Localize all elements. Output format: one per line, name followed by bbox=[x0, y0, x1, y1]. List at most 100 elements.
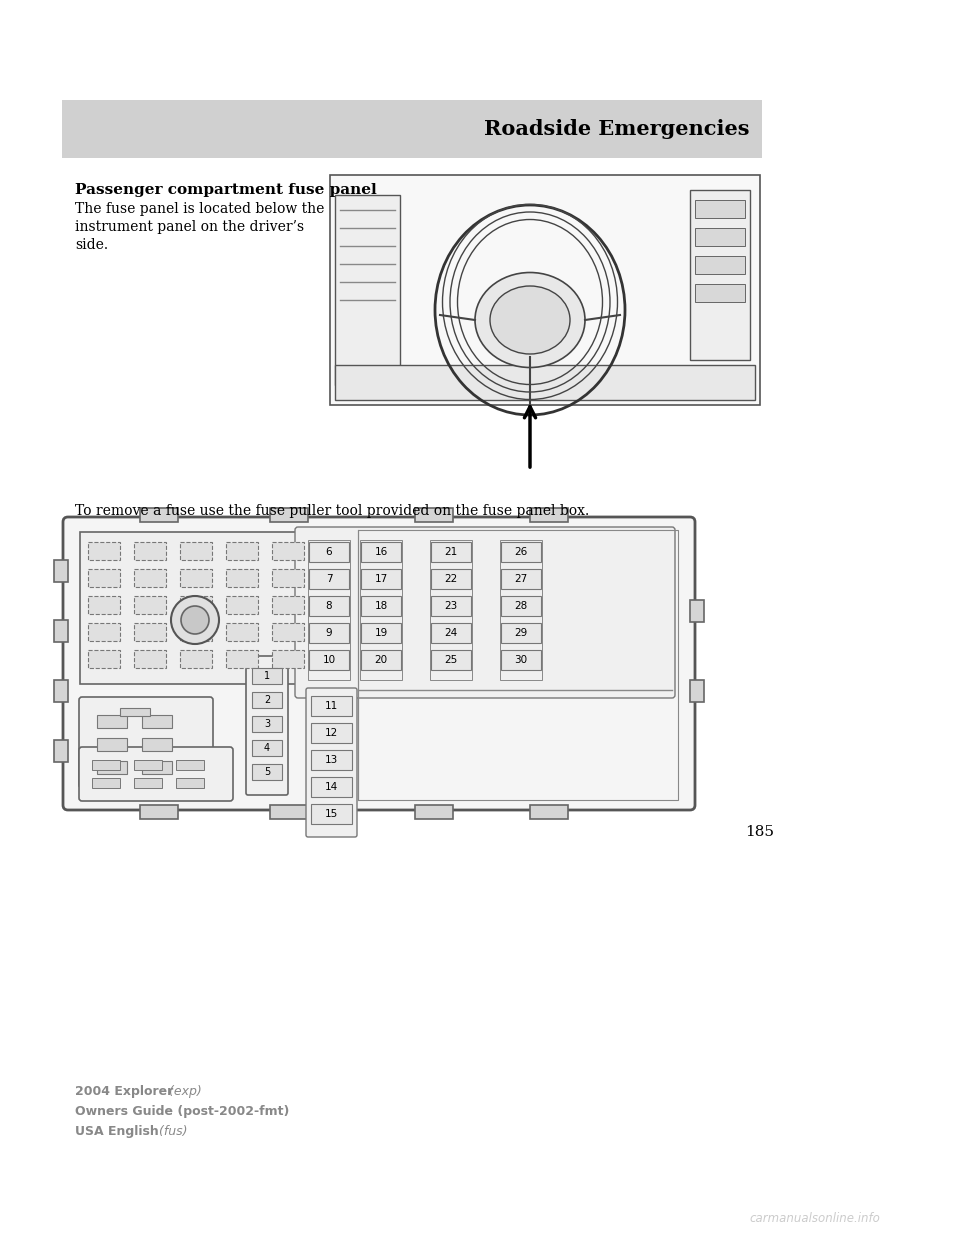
Bar bbox=[272, 596, 304, 614]
Circle shape bbox=[181, 606, 209, 633]
Bar bbox=[272, 569, 304, 587]
Text: carmanualsonline.info: carmanualsonline.info bbox=[749, 1212, 880, 1225]
Bar bbox=[134, 777, 162, 787]
Bar bbox=[226, 623, 258, 641]
Bar bbox=[92, 760, 120, 770]
Bar bbox=[140, 508, 178, 522]
Bar bbox=[54, 740, 68, 763]
Bar bbox=[88, 650, 120, 668]
Text: 6: 6 bbox=[325, 546, 332, 556]
Bar bbox=[134, 650, 166, 668]
Text: 16: 16 bbox=[374, 546, 388, 556]
Text: 5: 5 bbox=[264, 768, 270, 777]
Bar bbox=[330, 175, 760, 405]
Text: 23: 23 bbox=[444, 601, 458, 611]
Text: 27: 27 bbox=[515, 574, 528, 584]
Bar bbox=[335, 195, 400, 385]
Bar bbox=[252, 668, 282, 684]
Bar bbox=[695, 200, 745, 219]
Bar bbox=[272, 650, 304, 668]
FancyBboxPatch shape bbox=[295, 527, 675, 698]
Bar bbox=[80, 532, 335, 684]
Bar bbox=[97, 715, 127, 728]
Bar bbox=[88, 596, 120, 614]
Bar bbox=[142, 715, 172, 728]
Text: 28: 28 bbox=[515, 601, 528, 611]
Text: instrument panel on the driver’s: instrument panel on the driver’s bbox=[75, 220, 304, 233]
Bar bbox=[176, 760, 204, 770]
Text: (fus): (fus) bbox=[155, 1125, 187, 1138]
Bar bbox=[690, 600, 704, 622]
Bar bbox=[309, 542, 349, 561]
Bar bbox=[695, 256, 745, 274]
Text: 22: 22 bbox=[444, 574, 458, 584]
Text: The fuse panel is located below the: The fuse panel is located below the bbox=[75, 202, 324, 216]
Text: 25: 25 bbox=[444, 655, 458, 664]
Bar bbox=[62, 101, 762, 158]
Bar bbox=[530, 508, 568, 522]
Bar bbox=[501, 596, 541, 616]
Bar bbox=[120, 708, 150, 715]
Text: 8: 8 bbox=[325, 601, 332, 611]
Text: USA English: USA English bbox=[75, 1125, 158, 1138]
Bar bbox=[272, 542, 304, 560]
Bar bbox=[252, 692, 282, 708]
Bar bbox=[361, 650, 401, 669]
Text: Passenger compartment fuse panel: Passenger compartment fuse panel bbox=[75, 183, 376, 197]
FancyBboxPatch shape bbox=[306, 688, 357, 837]
Bar bbox=[501, 623, 541, 643]
Bar bbox=[361, 596, 401, 616]
Bar bbox=[180, 623, 212, 641]
Bar bbox=[88, 542, 120, 560]
Text: 2004 Explorer: 2004 Explorer bbox=[75, 1086, 173, 1098]
Bar bbox=[134, 542, 166, 560]
Bar bbox=[140, 805, 178, 818]
Bar bbox=[134, 760, 162, 770]
Bar bbox=[272, 623, 304, 641]
Text: Roadside Emergencies: Roadside Emergencies bbox=[485, 119, 750, 139]
Text: 30: 30 bbox=[515, 655, 528, 664]
Bar bbox=[335, 365, 755, 400]
Bar bbox=[92, 777, 120, 787]
Bar bbox=[97, 738, 127, 751]
Text: 17: 17 bbox=[374, 574, 388, 584]
Bar bbox=[308, 540, 350, 681]
Text: 11: 11 bbox=[324, 700, 338, 710]
Circle shape bbox=[171, 596, 219, 645]
Bar bbox=[97, 761, 127, 774]
Bar bbox=[431, 650, 471, 669]
Text: 20: 20 bbox=[374, 655, 388, 664]
Bar bbox=[54, 681, 68, 702]
Bar bbox=[358, 530, 678, 800]
Bar bbox=[431, 569, 471, 589]
Bar bbox=[501, 569, 541, 589]
Text: 29: 29 bbox=[515, 628, 528, 638]
Text: 185: 185 bbox=[746, 825, 775, 840]
Bar bbox=[134, 596, 166, 614]
Text: 21: 21 bbox=[444, 546, 458, 556]
Bar bbox=[88, 623, 120, 641]
Bar bbox=[690, 681, 704, 702]
Bar bbox=[431, 542, 471, 561]
Text: 19: 19 bbox=[374, 628, 388, 638]
Bar bbox=[54, 620, 68, 642]
Bar bbox=[252, 715, 282, 732]
Bar bbox=[176, 777, 204, 787]
Ellipse shape bbox=[490, 286, 570, 354]
Text: 2: 2 bbox=[264, 696, 270, 705]
Bar bbox=[134, 569, 166, 587]
Bar bbox=[309, 569, 349, 589]
Bar bbox=[311, 723, 352, 743]
FancyBboxPatch shape bbox=[79, 746, 233, 801]
Bar bbox=[501, 650, 541, 669]
Bar bbox=[500, 540, 542, 681]
Bar bbox=[360, 540, 402, 681]
Bar bbox=[311, 804, 352, 823]
FancyBboxPatch shape bbox=[79, 697, 213, 787]
Bar bbox=[142, 738, 172, 751]
Bar bbox=[142, 761, 172, 774]
Bar bbox=[530, 805, 568, 818]
Bar bbox=[309, 650, 349, 669]
Bar bbox=[226, 542, 258, 560]
Bar bbox=[226, 650, 258, 668]
